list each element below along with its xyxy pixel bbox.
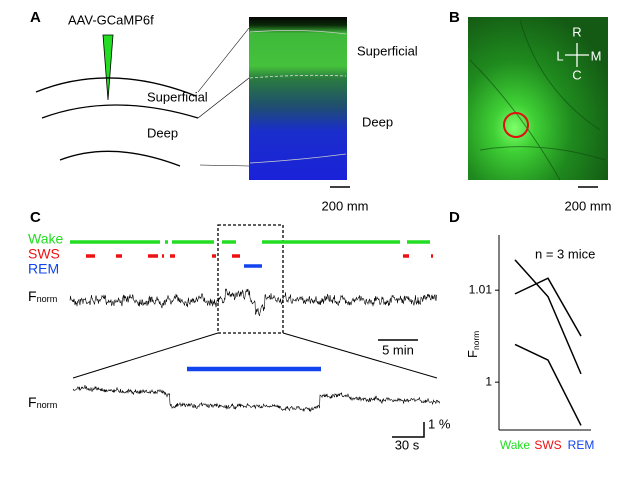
scale-label: 200 mm xyxy=(322,198,369,213)
state-label: SWS xyxy=(28,246,60,262)
y-axis-label: Fnorm xyxy=(28,288,57,305)
series-line xyxy=(514,277,582,337)
pipette xyxy=(102,34,114,101)
panel-label: B xyxy=(449,9,460,26)
fluorescence-trace-zoom xyxy=(72,385,441,413)
series-line xyxy=(514,259,582,375)
compass-label: L xyxy=(556,48,563,63)
y-label-sub: norm xyxy=(37,294,58,304)
compass-label: M xyxy=(591,48,602,63)
y-tick-label: 1 xyxy=(485,374,492,388)
vessels xyxy=(469,19,606,181)
scale-label: 5 min xyxy=(382,342,414,357)
surface-line xyxy=(249,30,347,35)
panel-label: A xyxy=(30,9,41,26)
layer-label: Superficial xyxy=(147,89,208,104)
zoom-line xyxy=(282,332,438,379)
scale-bar xyxy=(392,422,425,438)
zoom-line xyxy=(199,164,250,167)
layer-label: Deep xyxy=(147,125,178,140)
annotation: n = 3 mice xyxy=(535,246,595,261)
scale-label: 30 s xyxy=(395,437,420,452)
compass-label: R xyxy=(572,24,581,39)
compass-label: C xyxy=(572,67,581,82)
panel-label: D xyxy=(449,209,460,226)
layer-line xyxy=(249,74,347,79)
scale-label: 1 % xyxy=(428,416,451,431)
x-tick-label: Wake xyxy=(500,438,531,452)
construct-label: AAV-GCaMP6f xyxy=(68,12,154,27)
zoom-line xyxy=(197,77,250,119)
y-label-sub: norm xyxy=(471,331,481,350)
y-label-main: F xyxy=(28,288,37,304)
series-line xyxy=(514,343,582,426)
zoom-box xyxy=(217,224,284,334)
y-label-sub: norm xyxy=(37,400,58,410)
state-label: Wake xyxy=(28,231,63,247)
cortex-surface xyxy=(35,77,197,97)
panel-label: C xyxy=(30,209,41,226)
x-tick-label: SWS xyxy=(534,438,561,452)
fluorescence-trace xyxy=(69,288,437,317)
image-label: Superficial xyxy=(357,43,418,58)
wm-line xyxy=(249,153,347,164)
x-tick-label: REM xyxy=(568,438,595,452)
y-tick-label: 1.01 xyxy=(469,282,493,296)
y-axis-label: Fnorm xyxy=(28,394,57,411)
histology-image xyxy=(249,17,347,180)
y-label-main: F xyxy=(28,394,37,410)
image-label: Deep xyxy=(362,114,393,129)
brain-image xyxy=(468,17,608,180)
layer-boundary xyxy=(41,104,199,119)
state-label: REM xyxy=(28,261,59,277)
white-matter-boundary xyxy=(59,150,181,167)
scale-label: 200 mm xyxy=(565,198,612,213)
y-axis-label: Fnorm xyxy=(465,331,481,358)
y-label-main: F xyxy=(465,350,480,358)
zoom-line xyxy=(197,27,250,93)
imaging-site xyxy=(503,112,529,138)
zoom-line xyxy=(72,332,219,379)
